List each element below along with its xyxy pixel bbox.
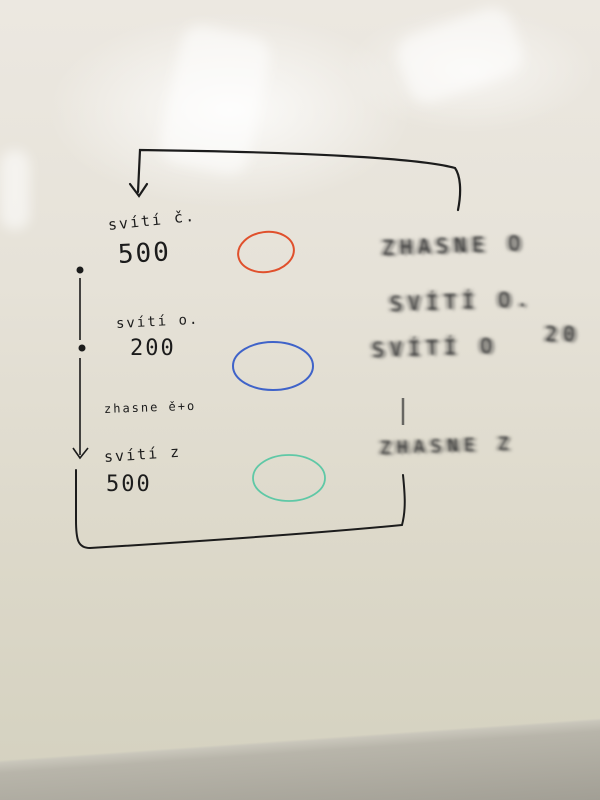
loop-arrowhead-top: [128, 182, 149, 198]
right-line-2: SVÍTÍ O.: [389, 286, 535, 316]
value-200: 200: [130, 336, 176, 361]
red-circle: [237, 230, 295, 274]
value-500-1: 500: [117, 237, 172, 270]
right-line-3: SVÍTÍ O: [371, 333, 499, 362]
value-500-2: 500: [106, 472, 152, 497]
whiteboard-frame-edge: [0, 710, 600, 800]
timeline-dot-2: [78, 344, 86, 352]
right-line-1: ZHASNE O: [381, 230, 527, 260]
green-circle: [252, 454, 326, 502]
blue-circle: [232, 341, 314, 391]
timeline-dot-1: [76, 266, 84, 274]
right-line-3-extra: 20: [545, 322, 582, 346]
timeline-arrowhead: [72, 447, 89, 460]
light-glare-3: [0, 150, 30, 230]
loop-arrow-top: [136, 148, 462, 212]
loop-bracket-bottom: [75, 469, 406, 550]
